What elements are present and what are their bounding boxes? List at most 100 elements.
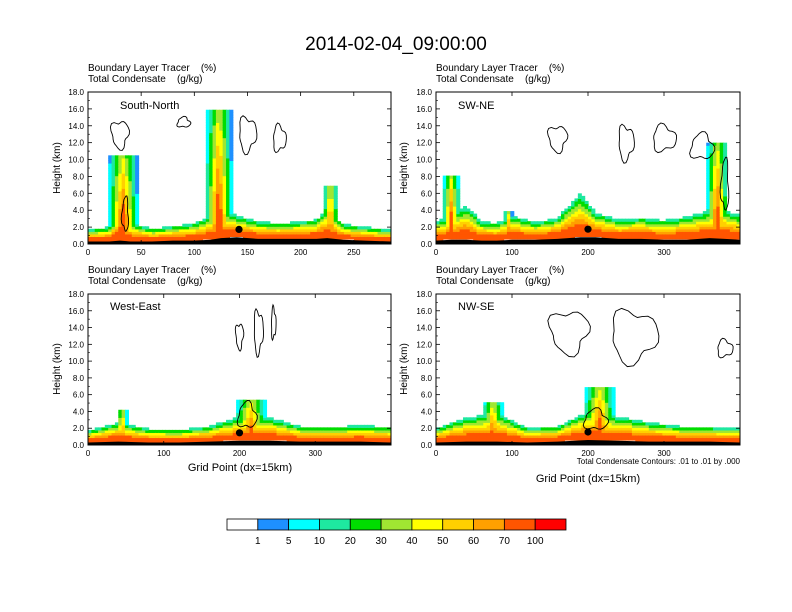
tracer-cell bbox=[476, 236, 481, 240]
tracer-cell bbox=[696, 226, 701, 230]
tracer-cell bbox=[199, 226, 204, 230]
tracer-cell bbox=[239, 417, 244, 421]
tracer-cell bbox=[219, 173, 224, 177]
tracer-cell bbox=[577, 200, 582, 205]
tracer-cell bbox=[510, 429, 515, 434]
tracer-cell bbox=[601, 233, 606, 237]
tracer-cell bbox=[229, 185, 234, 189]
tracer-cell bbox=[631, 427, 636, 431]
tracer-cell bbox=[618, 226, 623, 230]
tracer-cell bbox=[111, 231, 116, 235]
tracer-cell bbox=[226, 119, 230, 123]
tracer-cell bbox=[219, 155, 224, 159]
tracer-cell bbox=[215, 114, 220, 118]
tracer-cell bbox=[463, 226, 467, 230]
tracer-cell bbox=[357, 427, 362, 431]
tracer-cell bbox=[523, 228, 528, 232]
tracer-cell bbox=[128, 213, 133, 217]
tracer-cell bbox=[232, 216, 237, 220]
tracer-cell bbox=[615, 221, 619, 225]
tracer-cell bbox=[604, 233, 609, 237]
tracer-cell bbox=[108, 221, 113, 225]
tracer-cell bbox=[212, 112, 217, 116]
tracer-cell bbox=[232, 422, 237, 426]
tracer-cell bbox=[679, 437, 684, 441]
tracer-cell bbox=[323, 185, 328, 189]
tracer-cell bbox=[598, 216, 603, 220]
tracer-cell bbox=[121, 419, 126, 423]
tracer-cell bbox=[702, 437, 707, 441]
tracer-cell bbox=[212, 200, 217, 205]
tracer-cell bbox=[699, 429, 704, 434]
tracer-cell bbox=[367, 424, 372, 428]
tracer-cell bbox=[246, 409, 251, 413]
tracer-cell bbox=[685, 427, 690, 431]
tracer-cell bbox=[236, 231, 241, 235]
tracer-cell bbox=[439, 434, 444, 439]
tracer-cell bbox=[696, 429, 701, 434]
tracer-cell bbox=[483, 419, 488, 423]
tracer-cell bbox=[506, 213, 511, 217]
tracer-cell bbox=[594, 417, 599, 421]
tracer-cell bbox=[222, 432, 227, 436]
tracer-cell bbox=[584, 394, 589, 398]
tracer-cell bbox=[290, 432, 294, 436]
tracer-cell bbox=[726, 223, 731, 227]
tracer-cell bbox=[219, 119, 224, 123]
tracer-cell bbox=[118, 193, 123, 197]
tracer-cell bbox=[584, 419, 589, 423]
y-tick-label: 2.0 bbox=[73, 223, 85, 232]
tracer-cell bbox=[131, 238, 136, 243]
tracer-cell bbox=[242, 434, 247, 439]
tracer-cell bbox=[557, 228, 562, 232]
tracer-cell bbox=[466, 218, 471, 222]
tracer-cell bbox=[696, 221, 701, 225]
tracer-cell bbox=[685, 218, 690, 222]
tracer-cell bbox=[192, 228, 197, 232]
tracer-cell bbox=[333, 208, 338, 212]
tracer-cell bbox=[571, 427, 576, 431]
tracer-cell bbox=[202, 231, 207, 235]
tracer-cell bbox=[316, 228, 321, 232]
tracer-cell bbox=[699, 437, 704, 441]
tracer-cell bbox=[300, 437, 305, 441]
tracer-cell bbox=[672, 221, 677, 225]
x-axis-label: Grid Point (dx=15km) bbox=[536, 473, 640, 485]
tracer-cell bbox=[476, 429, 481, 434]
tracer-cell bbox=[222, 122, 227, 126]
tracer-cell bbox=[618, 429, 623, 434]
tracer-cell bbox=[726, 231, 731, 235]
tracer-cell bbox=[503, 417, 508, 421]
tracer-cell bbox=[155, 434, 160, 439]
tracer-cell bbox=[591, 223, 596, 227]
tracer-cell bbox=[692, 218, 697, 222]
tracer-cell bbox=[215, 147, 220, 151]
tracer-cell bbox=[709, 170, 714, 174]
tracer-cell bbox=[215, 162, 220, 167]
tracer-cell bbox=[266, 427, 271, 431]
tracer-cell bbox=[706, 216, 711, 220]
tracer-cell bbox=[256, 409, 261, 413]
tracer-cell bbox=[635, 422, 640, 426]
tracer-cell bbox=[652, 233, 657, 237]
tracer-cell bbox=[709, 231, 714, 235]
tracer-cell bbox=[648, 422, 653, 426]
tracer-cell bbox=[709, 203, 714, 207]
tracer-cell bbox=[357, 439, 362, 444]
tracer-cell bbox=[716, 218, 721, 222]
tracer-cell bbox=[706, 211, 711, 215]
tracer-cell bbox=[638, 432, 643, 436]
tracer-cell bbox=[148, 437, 153, 441]
tracer-cell bbox=[108, 211, 113, 215]
tracer-cell bbox=[527, 223, 532, 227]
tracer-cell bbox=[199, 223, 204, 227]
tracer-cell bbox=[212, 180, 217, 184]
tracer-cell bbox=[212, 127, 217, 131]
y-tick-label: 2.0 bbox=[73, 424, 85, 433]
tracer-cell bbox=[729, 223, 734, 227]
tracer-cell bbox=[185, 437, 190, 441]
tracer-cell bbox=[222, 221, 227, 225]
tracer-cell bbox=[544, 226, 549, 230]
tracer-cell bbox=[712, 218, 717, 222]
tracer-cell bbox=[263, 399, 268, 403]
